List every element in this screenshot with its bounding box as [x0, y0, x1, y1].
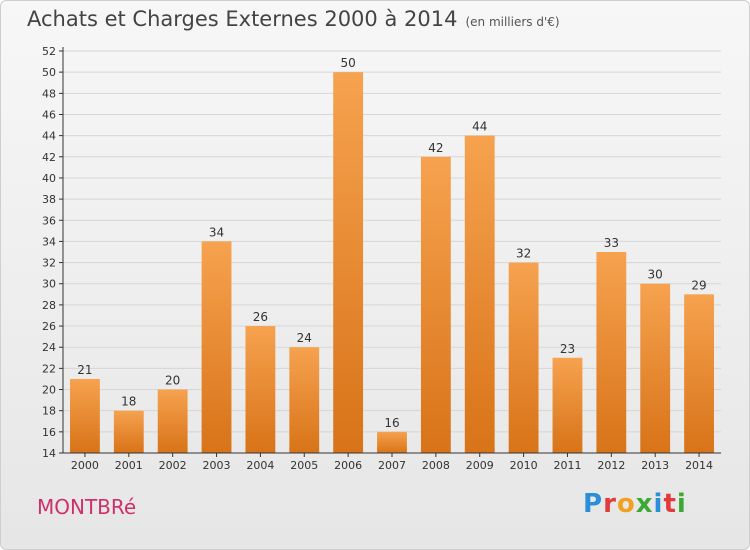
bar-value-label: 30	[648, 268, 663, 282]
x-tick-label: 2004	[246, 459, 274, 472]
bar	[157, 389, 188, 453]
bar-value-label: 20	[165, 374, 180, 388]
x-tick-label: 2003	[203, 459, 231, 472]
x-tick-label: 2011	[553, 459, 581, 472]
x-tick-label: 2012	[597, 459, 625, 472]
commune-name: MONTBRé	[37, 495, 137, 519]
bar	[377, 431, 407, 453]
bar-value-label: 34	[209, 225, 224, 239]
bar	[201, 241, 232, 453]
x-tick-label: 2007	[378, 459, 406, 472]
bar	[70, 378, 100, 453]
y-tick-label: 42	[42, 151, 56, 164]
bar	[552, 357, 583, 453]
chart-title: Achats et Charges Externes 2000 à 2014 (e…	[27, 7, 560, 31]
y-tick-label: 22	[42, 362, 56, 375]
y-tick-label: 36	[42, 214, 56, 227]
bar	[464, 135, 495, 453]
bar-value-label: 18	[121, 395, 136, 409]
x-tick-label: 2010	[510, 459, 538, 472]
bar-value-label: 33	[604, 236, 619, 250]
bar	[289, 347, 320, 453]
bar	[420, 156, 451, 453]
y-tick-label: 18	[42, 405, 56, 418]
x-tick-label: 2000	[71, 459, 99, 472]
logo-letter: i	[676, 489, 687, 519]
chart-unit: (en milliers d'€)	[465, 15, 560, 29]
y-tick-label: 28	[42, 299, 56, 312]
y-tick-label: 14	[42, 447, 56, 460]
logo-letter: r	[603, 489, 617, 519]
bar	[245, 326, 276, 453]
bar-value-label: 26	[253, 310, 268, 324]
x-tick-label: 2006	[334, 459, 362, 472]
logo-letter: P	[583, 489, 604, 519]
logo-letter: i	[653, 489, 664, 519]
bar	[113, 410, 144, 453]
y-tick-label: 34	[42, 235, 56, 248]
chart-title-text: Achats et Charges Externes 2000 à 2014	[27, 7, 458, 31]
y-tick-label: 48	[42, 87, 56, 100]
y-tick-label: 44	[42, 130, 56, 143]
bar-value-label: 44	[472, 120, 487, 134]
x-tick-label: 2001	[115, 459, 143, 472]
bars: 21 18 20 34 26 24 50 16 42 44 32 23 33 30 29	[70, 56, 714, 453]
logo-letter: t	[663, 489, 677, 519]
x-tick-label: 2014	[685, 459, 713, 472]
logo-letter: o	[616, 489, 636, 519]
y-tick-label: 40	[42, 172, 56, 185]
y-tick-label: 46	[42, 108, 56, 121]
y-tick-label: 30	[42, 278, 56, 291]
y-tick-label: 32	[42, 257, 56, 270]
bar	[640, 283, 671, 453]
y-tick-label: 24	[42, 341, 56, 354]
bar	[596, 252, 627, 453]
bar	[333, 72, 364, 453]
x-tick-label: 2005	[290, 459, 318, 472]
y-tick-label: 20	[42, 384, 56, 397]
bar	[684, 294, 714, 453]
y-tick-label: 26	[42, 320, 56, 333]
bar-value-label: 32	[516, 247, 531, 261]
y-tick-label: 52	[42, 45, 56, 58]
y-tick-label: 16	[42, 426, 56, 439]
logo-letter: x	[635, 489, 654, 519]
x-tick-label: 2013	[641, 459, 669, 472]
x-tick-label: 2002	[159, 459, 187, 472]
bar-value-label: 29	[691, 278, 706, 292]
x-tick-label: 2008	[422, 459, 450, 472]
bar-value-label: 42	[428, 141, 443, 155]
proxiti-logo: Proxiti	[583, 489, 687, 519]
axes: 14 16 18 20 22 24 26 28 30 32 34 36 38 40 42 44 46 48 50 52…	[42, 45, 721, 472]
bar-value-label: 23	[560, 342, 575, 356]
y-tick-label: 38	[42, 193, 56, 206]
bar-value-label: 21	[77, 363, 92, 377]
bar-value-label: 24	[297, 331, 312, 345]
y-tick-label: 50	[42, 66, 56, 79]
bar-value-label: 16	[384, 416, 399, 430]
bar	[508, 262, 539, 453]
bar-value-label: 50	[340, 56, 355, 70]
x-tick-label: 2009	[466, 459, 494, 472]
